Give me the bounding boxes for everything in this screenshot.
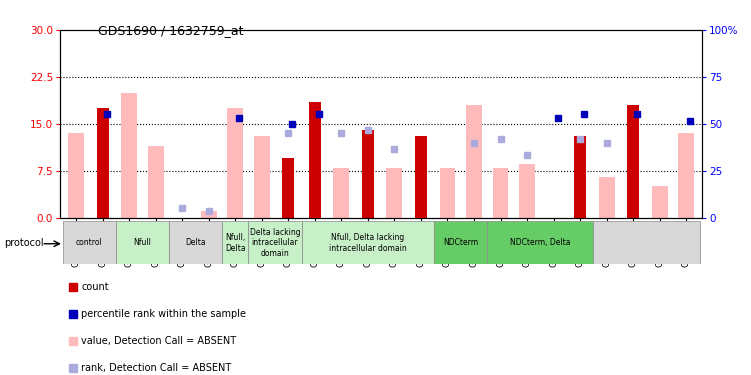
Bar bbox=[68, 133, 84, 218]
Bar bbox=[201, 211, 216, 217]
Bar bbox=[63, 221, 116, 264]
Bar bbox=[519, 164, 535, 218]
Bar bbox=[228, 108, 243, 218]
Bar bbox=[333, 168, 349, 217]
Bar bbox=[627, 105, 639, 218]
Bar bbox=[121, 93, 137, 218]
Bar bbox=[116, 221, 169, 264]
Text: rank, Detection Call = ABSENT: rank, Detection Call = ABSENT bbox=[81, 363, 231, 373]
Text: Nfull: Nfull bbox=[134, 238, 151, 248]
Bar bbox=[439, 168, 455, 217]
Text: value, Detection Call = ABSENT: value, Detection Call = ABSENT bbox=[81, 336, 237, 346]
Bar bbox=[302, 221, 434, 264]
Bar bbox=[249, 221, 302, 264]
Bar bbox=[415, 136, 427, 218]
Text: percentile rank within the sample: percentile rank within the sample bbox=[81, 309, 246, 319]
Text: Nfull, Delta lacking
intracellular domain: Nfull, Delta lacking intracellular domai… bbox=[329, 233, 407, 252]
Text: Delta lacking
intracellular
domain: Delta lacking intracellular domain bbox=[249, 228, 300, 258]
Bar bbox=[309, 102, 321, 218]
Bar bbox=[282, 158, 294, 218]
Bar bbox=[652, 186, 668, 218]
Text: NDCterm: NDCterm bbox=[443, 238, 478, 248]
Bar bbox=[487, 221, 593, 264]
Bar bbox=[362, 130, 374, 218]
Text: Nfull,
Delta: Nfull, Delta bbox=[225, 233, 246, 252]
Text: GDS1690 / 1632759_at: GDS1690 / 1632759_at bbox=[98, 24, 243, 38]
Bar bbox=[593, 221, 699, 264]
Bar bbox=[222, 221, 249, 264]
Text: count: count bbox=[81, 282, 109, 292]
Bar bbox=[254, 136, 270, 218]
Text: protocol: protocol bbox=[4, 238, 44, 248]
Bar bbox=[599, 177, 614, 218]
Bar bbox=[387, 168, 403, 217]
Bar bbox=[466, 105, 482, 218]
Bar bbox=[148, 146, 164, 218]
Text: Delta: Delta bbox=[185, 238, 206, 248]
Text: control: control bbox=[76, 238, 103, 248]
Text: NDCterm, Delta: NDCterm, Delta bbox=[510, 238, 571, 248]
Bar bbox=[678, 133, 694, 218]
Bar bbox=[493, 168, 508, 217]
Bar bbox=[575, 136, 586, 218]
Bar bbox=[434, 221, 487, 264]
Bar bbox=[97, 108, 108, 218]
Bar bbox=[169, 221, 222, 264]
